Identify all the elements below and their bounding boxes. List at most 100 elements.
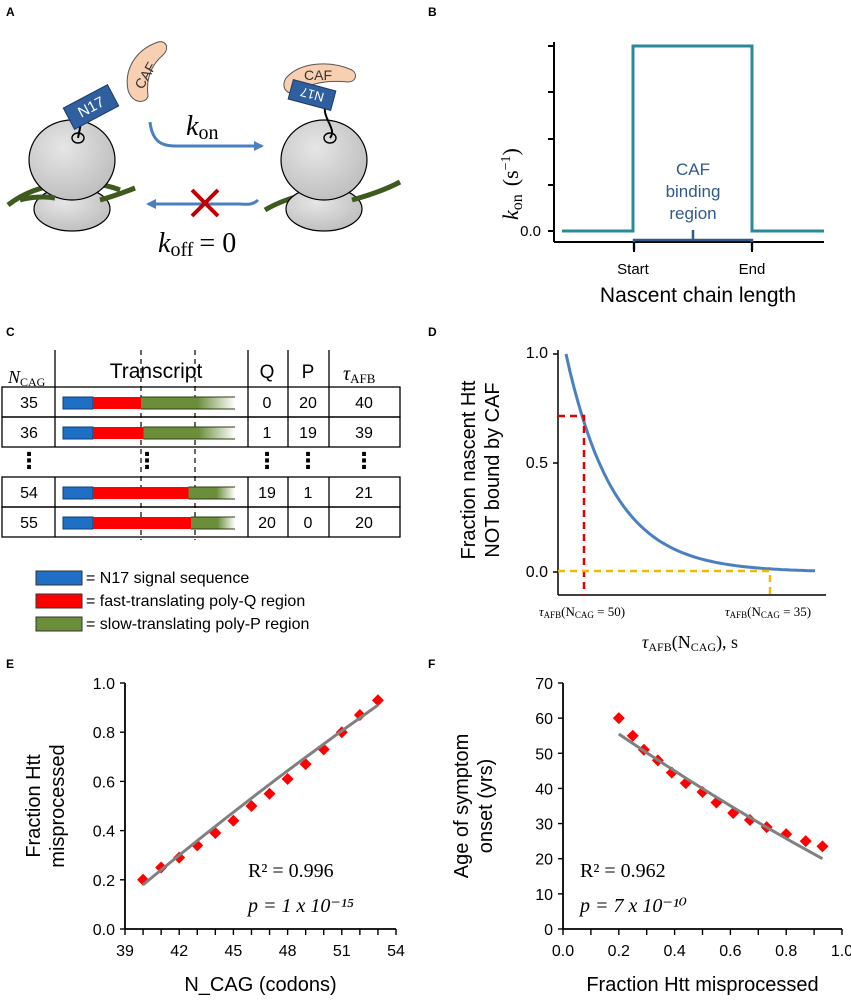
legend-label: = fast-translating poly-Q region: [86, 593, 305, 610]
x-tick-label: 0.4: [663, 943, 685, 960]
region-line-1: CAF: [676, 160, 710, 179]
x-tick-label: 0.2: [608, 943, 630, 960]
transcript-n17-segment: [62, 426, 94, 440]
panel-label-b: B: [428, 5, 437, 19]
transcript-polyp-segment: [191, 517, 235, 529]
legend-swatch: [35, 570, 83, 586]
panel-label-d: D: [428, 325, 437, 339]
transcript-n17-segment: [62, 396, 94, 410]
transcript-polyq-segment: [93, 427, 144, 439]
r-squared-annotation: R² = 0.996: [248, 860, 334, 882]
caf-left: CAF: [126, 41, 168, 102]
decay-curve: [564, 353, 816, 573]
red-guide-line: [558, 414, 586, 595]
c-cell-transcript: ⋮: [136, 448, 158, 473]
b-ytick-0: 0.0: [520, 223, 541, 240]
ribosome-right-icon: [263, 90, 402, 232]
y-axis-label: misprocessed: [47, 744, 69, 867]
koff-arrow: [146, 198, 260, 209]
d-ylabel-1: Fraction nascent Htt: [458, 380, 480, 559]
legend-label: = N17 signal sequence: [86, 570, 249, 587]
transcript-n17-segment: [62, 516, 94, 530]
b-start-label: Start: [617, 261, 650, 278]
y-axis-label: onset (yrs): [475, 759, 497, 853]
y-tick-label: 0.0: [93, 922, 115, 939]
d-ytick-0: 0.0: [526, 564, 548, 581]
y-tick-label: 60: [535, 711, 553, 728]
fit-line: [142, 703, 379, 886]
c-cell-tau: 40: [355, 395, 373, 412]
c-cell-p: 19: [299, 425, 317, 442]
y-tick-label: 0: [544, 922, 553, 939]
c-cell-tau: ⋮: [353, 448, 375, 473]
chart-e: 39 42 45 48 51 54 0.0 0.2 0.4 0.6 0.8 1.0 R² = 0.996…: [23, 676, 405, 996]
c-header-n: NCAG: [7, 367, 46, 389]
y-axis-label: Age of symptom: [451, 734, 473, 879]
x-tick-label: 48: [279, 943, 297, 960]
c-cell-q: 0: [263, 395, 272, 412]
data-point: [281, 772, 294, 785]
data-point: [799, 835, 812, 848]
c-cell-p: 0: [304, 515, 313, 532]
y-tick-label: 0.4: [93, 824, 115, 841]
kon-symbol: kon: [186, 111, 218, 144]
region-line-3: region: [669, 204, 716, 223]
transcript-polyq-segment: [93, 517, 191, 529]
x-tick-label: 0.6: [719, 943, 741, 960]
panel-c: NCAG Transcript Q P τAFB 35 0 20 40 36 1 19 39 ⋮…: [1, 350, 401, 633]
transcript-polyp-segment: [141, 397, 235, 409]
c-cell-p: 20: [299, 395, 317, 412]
data-point: [626, 729, 639, 742]
x-tick-label: 51: [333, 943, 351, 960]
c-cell-n: ⋮: [18, 448, 40, 473]
panel-d: 1.0 0.5 0.0 Fraction nascent Htt NOT bou…: [458, 345, 826, 654]
data-point: [353, 708, 366, 721]
transcript-polyq-segment: [93, 487, 189, 499]
c-cell-tau: 39: [355, 425, 373, 442]
data-point: [245, 800, 258, 812]
d-xlabel: τAFB(NCAG), s: [642, 632, 738, 654]
data-point: [227, 814, 240, 827]
r-squared-annotation: R² = 0.962: [580, 860, 666, 882]
legend-label: = slow-translating poly-P region: [86, 616, 309, 633]
c-cell-q: 1: [263, 425, 272, 442]
kon-step-curve: [562, 44, 824, 233]
c-cell-q: 20: [258, 515, 276, 532]
ribosome-left-icon: [6, 117, 136, 232]
d-ytick-05: 0.5: [526, 455, 548, 472]
y-tick-label: 50: [535, 746, 553, 763]
x-axis-label: Fraction Htt misprocessed: [586, 974, 818, 996]
c-header-transcript: Transcript: [110, 360, 203, 383]
kon-arrow: [148, 121, 264, 151]
panel-a: N17 CAF CAF N17 kon: [6, 41, 402, 261]
y-tick-label: 40: [535, 781, 553, 798]
y-tick-label: 0.8: [93, 725, 115, 742]
c-cell-q: ⋮: [256, 448, 278, 473]
c-cell-tau: 20: [355, 515, 373, 532]
y-tick-label: 70: [535, 676, 553, 693]
data-point: [263, 787, 276, 800]
d-ytick-1: 1.0: [526, 345, 548, 362]
data-point: [371, 694, 384, 707]
transcript-polyp-segment: [188, 487, 235, 499]
panel-label-e: E: [6, 657, 14, 671]
panel-b: 0.0 kon(s−1) CAF binding region Start En…: [498, 42, 824, 307]
x-tick-label: 0.0: [552, 943, 574, 960]
x-tick-label: 1.0: [831, 943, 851, 960]
c-header-q: Q: [260, 362, 275, 383]
region-line-2: binding: [666, 182, 721, 201]
legend-swatch: [35, 616, 83, 632]
chart-f: 0.0 0.2 0.4 0.6 0.8 1.0 0 10 20 30 40 50 60 70 R² = 0.…: [451, 676, 851, 996]
c-table-grid: [1, 350, 401, 538]
c-header-tau: τAFB: [343, 363, 376, 386]
transcript-n17-segment: [62, 486, 94, 500]
d-xtick-50: τAFB(NCAG = 50): [539, 604, 625, 620]
fit-line: [617, 732, 824, 861]
c-cell-q: 19: [258, 485, 276, 502]
x-tick-label: 54: [387, 943, 405, 960]
y-tick-label: 0.6: [93, 774, 115, 791]
transcript-polyp-segment: [143, 427, 235, 439]
n17-label-right: N17: [299, 84, 326, 105]
c-cell-p: 1: [304, 485, 313, 502]
c-cell-n: 55: [20, 515, 38, 532]
